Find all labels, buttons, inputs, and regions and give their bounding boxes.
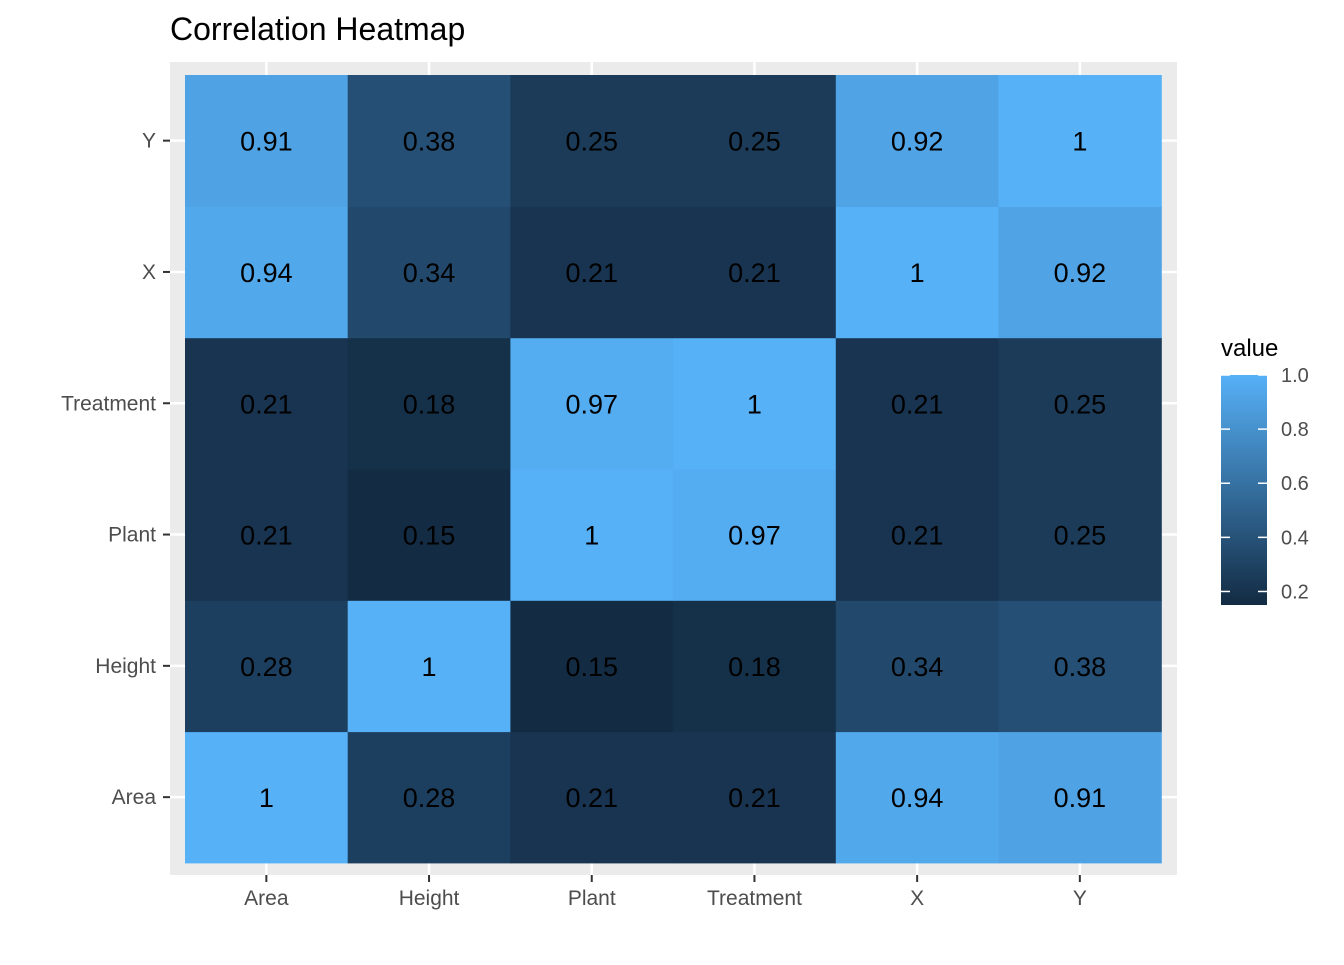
- x-axis-tick-label: Y: [1073, 887, 1087, 910]
- cell-label: 1: [910, 258, 925, 288]
- heatmap-cell: [998, 337, 1162, 470]
- heatmap-cell: [673, 468, 837, 601]
- cell-label: 1: [259, 783, 274, 813]
- heatmap-cell: [347, 600, 511, 733]
- heatmap-cell: [347, 468, 511, 601]
- heatmap-cell: [510, 600, 674, 733]
- heatmap-cell: [347, 75, 511, 207]
- heatmap-cell: [998, 600, 1162, 733]
- heatmap-cell: [835, 731, 1000, 864]
- cell-label: 0.21: [565, 783, 618, 813]
- heatmap-cell: [185, 337, 349, 470]
- heatmap-cell: [673, 206, 837, 339]
- cell-label: 0.91: [1054, 783, 1107, 813]
- cell-label: 0.92: [1054, 258, 1107, 288]
- heatmap-cell: [185, 75, 349, 207]
- heatmap-cell: [185, 206, 349, 339]
- x-axis-tick-label: Treatment: [707, 887, 802, 910]
- heatmap-cell: [835, 337, 1000, 470]
- heatmap-cell: [835, 600, 1000, 733]
- legend-tick-label: 0.6: [1281, 473, 1309, 495]
- cell-label: 0.25: [1054, 389, 1107, 419]
- cell-label: 0.18: [403, 389, 456, 419]
- cell-label: 0.21: [240, 389, 293, 419]
- cell-label: 0.91: [240, 127, 293, 157]
- heatmap-cell: [185, 731, 349, 864]
- cell-label: 0.21: [891, 521, 944, 551]
- heatmap-cell: [510, 337, 674, 470]
- cell-label: 0.18: [728, 652, 781, 682]
- cell-label: 0.21: [728, 258, 781, 288]
- heatmap-cell: [510, 75, 674, 207]
- heatmap-cell: [510, 731, 674, 864]
- cell-label: 0.25: [728, 127, 781, 157]
- x-axis-tick-label: Height: [399, 887, 460, 910]
- cell-label: 0.34: [403, 258, 456, 288]
- y-axis-tick-label: Height: [95, 655, 156, 678]
- cell-label: 0.28: [403, 783, 456, 813]
- cell-label: 0.21: [891, 389, 944, 419]
- cell-label: 1: [1072, 127, 1087, 157]
- legend-tick-label: 1.0: [1281, 365, 1309, 387]
- cell-label: 0.92: [891, 127, 944, 157]
- cell-label: 0.15: [565, 652, 618, 682]
- legend: value 1.0 0.8 0.6 0.4 0.2: [1221, 335, 1309, 605]
- cell-label: 0.38: [1054, 652, 1107, 682]
- legend-colorbar: [1221, 375, 1267, 605]
- heatmap-cell: [347, 337, 511, 470]
- cell-label: 0.25: [565, 127, 618, 157]
- cell-label: 0.28: [240, 652, 293, 682]
- heatmap-cell: [673, 75, 837, 207]
- cell-label: 0.97: [565, 389, 618, 419]
- heatmap-cell: [835, 468, 1000, 601]
- y-axis-tick-label: X: [142, 261, 156, 284]
- legend-tick-label: 0.4: [1281, 527, 1309, 549]
- heatmap-cell: [510, 468, 674, 601]
- heatmap-cell: [998, 206, 1162, 339]
- cell-label: 1: [584, 521, 599, 551]
- y-axis-tick-label: Y: [142, 130, 156, 153]
- cell-label: 0.97: [728, 521, 781, 551]
- heatmap-cell: [673, 600, 837, 733]
- cell-label: 0.94: [891, 783, 944, 813]
- heatmap-cells: [185, 75, 1162, 864]
- cell-label: 0.21: [240, 521, 293, 551]
- cell-label: 0.21: [728, 783, 781, 813]
- heatmap-cell: [835, 206, 1000, 339]
- axes: Area Height Plant Treatment X Y Area Height Plan…: [61, 130, 1087, 910]
- heatmap-cell: [998, 75, 1162, 207]
- heatmap-cell: [673, 337, 837, 470]
- y-axis-tick-label: Plant: [108, 524, 156, 547]
- heatmap-cell: [998, 468, 1162, 601]
- legend-tick-label: 0.2: [1281, 581, 1309, 603]
- y-axis-tick-label: Area: [112, 786, 157, 809]
- cell-label: 0.94: [240, 258, 293, 288]
- cell-labels: 1 0.28 0.21 0.21 0.94 0.91 0.28 1 0.15 0.18 0.34 0.…: [240, 127, 1106, 814]
- cell-label: 0.25: [1054, 521, 1107, 551]
- legend-tick-label: 0.8: [1281, 419, 1309, 441]
- heatmap-cell: [998, 731, 1162, 864]
- heatmap-cell: [835, 75, 1000, 207]
- heatmap-cell: [347, 731, 511, 864]
- y-axis-tick-label: Treatment: [61, 392, 156, 415]
- chart-title: Correlation Heatmap: [170, 11, 465, 47]
- heatmap-cell: [185, 468, 349, 601]
- x-axis-tick-label: X: [910, 887, 924, 910]
- cell-label: 0.15: [403, 521, 456, 551]
- heatmap-cell: [673, 731, 837, 864]
- legend-title: value: [1221, 335, 1278, 362]
- x-axis-tick-label: Plant: [568, 887, 616, 910]
- cell-label: 1: [747, 389, 762, 419]
- cell-label: 0.34: [891, 652, 944, 682]
- heatmap-cell: [185, 600, 349, 733]
- x-axis-tick-label: Area: [244, 887, 289, 910]
- cell-label: 1: [422, 652, 437, 682]
- heatmap-cell: [347, 206, 511, 339]
- cell-label: 0.38: [403, 127, 456, 157]
- heatmap-cell: [510, 206, 674, 339]
- cell-label: 0.21: [565, 258, 618, 288]
